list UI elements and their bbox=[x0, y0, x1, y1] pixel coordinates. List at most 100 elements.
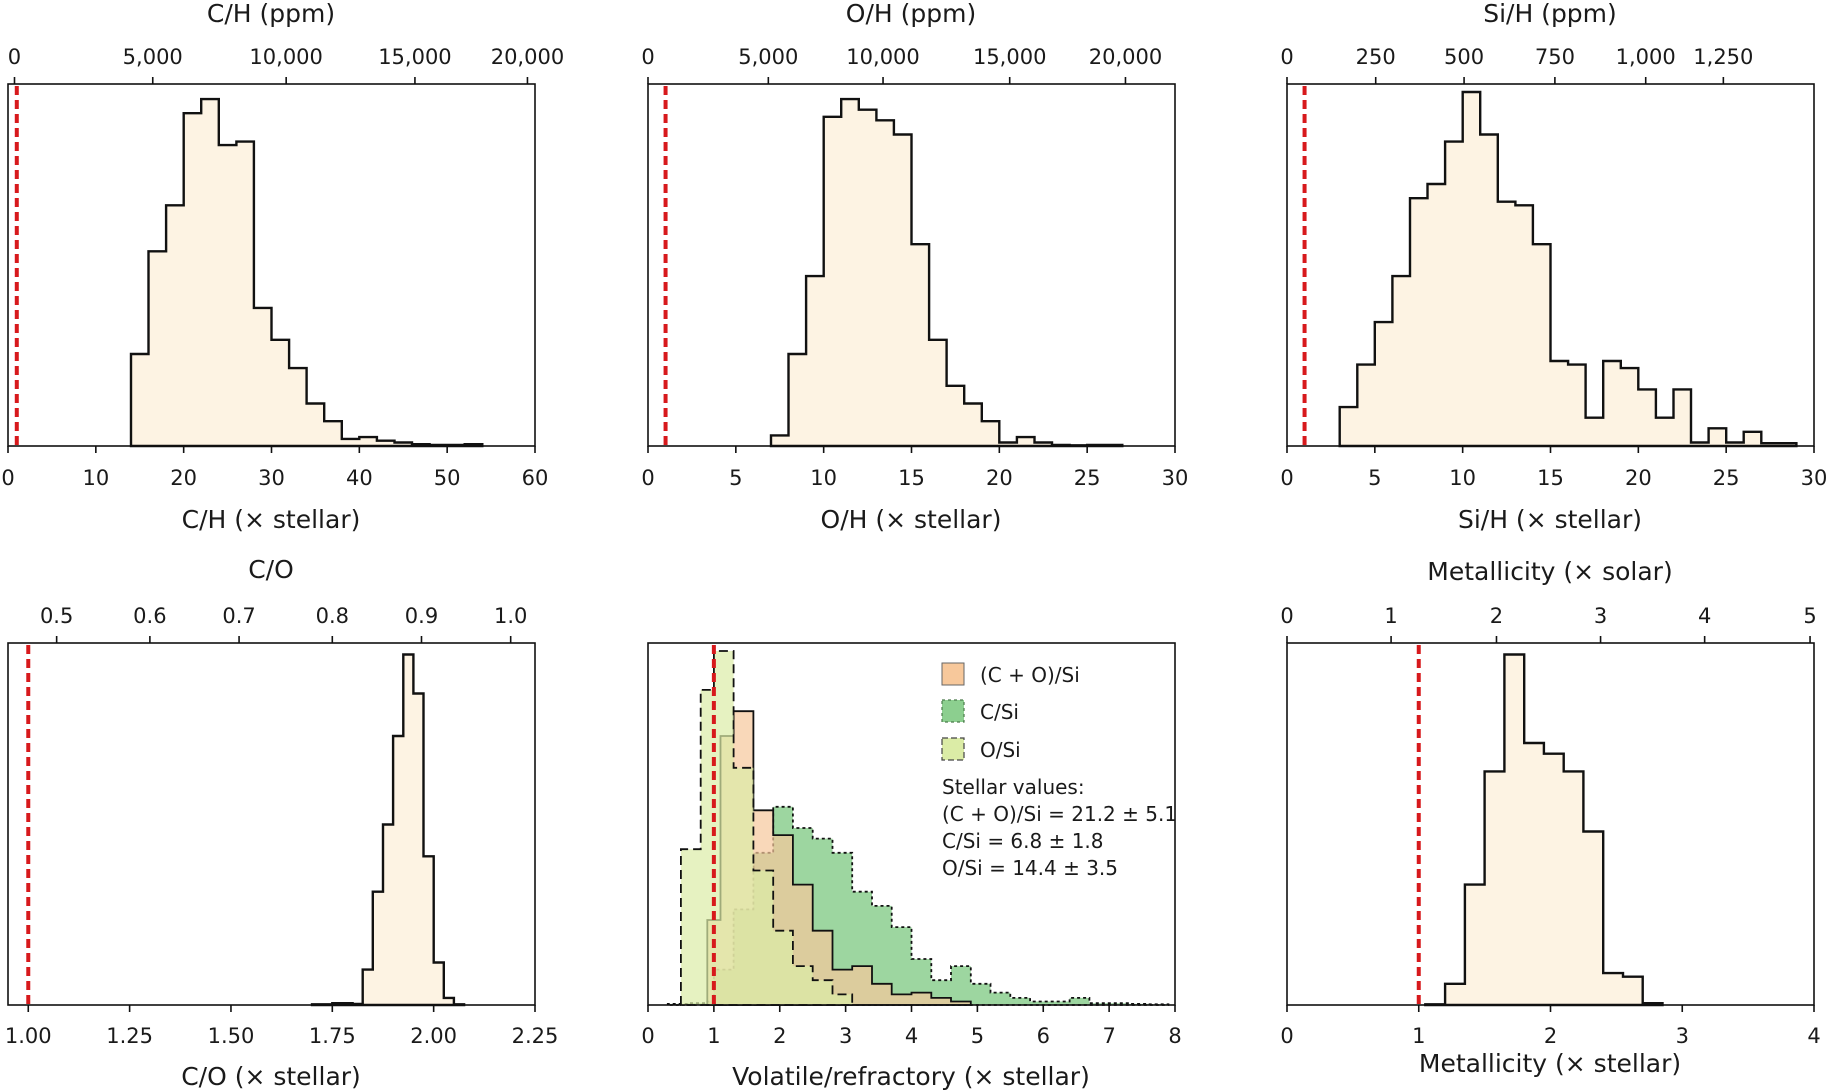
x-axis-title: C/O (× stellar) bbox=[181, 1062, 361, 1091]
top-axis-title: C/H (ppm) bbox=[207, 0, 335, 28]
top-tick-label: 0 bbox=[8, 45, 21, 69]
x-tick-label: 6 bbox=[1037, 1024, 1050, 1048]
top-tick-label: 750 bbox=[1535, 45, 1575, 69]
top-tick-label: 5 bbox=[1803, 604, 1816, 628]
legend-swatch-co-si bbox=[941, 662, 965, 686]
top-tick-label: 20,000 bbox=[1089, 45, 1162, 69]
top-tick-label: 1 bbox=[1384, 604, 1397, 628]
x-tick-label: 2.00 bbox=[410, 1024, 457, 1048]
top-axis-title: Metallicity (× solar) bbox=[1427, 557, 1672, 586]
top-tick-label: 15,000 bbox=[378, 45, 451, 69]
legend-label-c-si: C/Si bbox=[980, 700, 1019, 724]
legend: (C + O)/Si C/Si O/Si Stellar values: (C … bbox=[941, 662, 1177, 880]
plot-area: 0 10 20 30 40 50 60 0 5,000 10,000 15,000 20,000 bbox=[1, 45, 564, 490]
x-tick-label: 15 bbox=[898, 466, 925, 490]
legend-label-o-si: O/Si bbox=[980, 738, 1021, 762]
x-tick-label: 1 bbox=[707, 1024, 720, 1048]
plot-area: 0 5 10 15 20 25 30 0 250 500 750 1,000 1,250 bbox=[1280, 45, 1827, 490]
x-tick-label: 0 bbox=[1280, 1024, 1293, 1048]
top-tick-label: 5,000 bbox=[123, 45, 183, 69]
x-tick-label: 25 bbox=[1074, 466, 1101, 490]
x-tick-label: 8 bbox=[1168, 1024, 1181, 1048]
plot-area: 0 5 10 15 20 25 30 0 5,000 10,000 15,000 20,000 bbox=[641, 45, 1188, 490]
top-axis-title: C/O bbox=[248, 555, 294, 584]
top-tick-label: 0.7 bbox=[222, 604, 255, 628]
x-tick-label: 1.25 bbox=[106, 1024, 153, 1048]
x-tick-label: 50 bbox=[434, 466, 461, 490]
x-axis-title: Volatile/refractory (× stellar) bbox=[732, 1062, 1090, 1091]
x-tick-label: 5 bbox=[729, 466, 742, 490]
panel-volatile-refractory: 0 1 2 3 4 5 6 7 8 Volatile/refractory (× stellar… bbox=[641, 642, 1182, 1091]
top-axis-title: O/H (ppm) bbox=[846, 0, 976, 28]
x-tick-label: 60 bbox=[522, 466, 549, 490]
top-tick-label: 500 bbox=[1444, 45, 1484, 69]
plot-frame bbox=[7, 642, 536, 1006]
top-tick-label: 4 bbox=[1698, 604, 1711, 628]
top-tick-label: 0 bbox=[641, 45, 654, 69]
top-tick-label: 1.0 bbox=[494, 604, 527, 628]
x-tick-label: 30 bbox=[1162, 466, 1189, 490]
x-tick-label: 20 bbox=[1625, 466, 1652, 490]
x-tick-label: 10 bbox=[82, 466, 109, 490]
histogram-bars bbox=[1424, 653, 1664, 1007]
x-tick-label: 15 bbox=[1537, 466, 1564, 490]
x-tick-label: 7 bbox=[1102, 1024, 1115, 1048]
x-tick-label: 0 bbox=[1, 466, 14, 490]
top-tick-label: 0 bbox=[1280, 45, 1293, 69]
top-tick-label: 3 bbox=[1594, 604, 1607, 628]
x-tick-label: 2 bbox=[1544, 1024, 1557, 1048]
x-tick-label: 1.50 bbox=[208, 1024, 255, 1048]
histogram-bars bbox=[1338, 90, 1798, 448]
panel-metallicity: 0 1 2 3 4 0 1 2 3 4 5 Metallicity (× solar) Metall… bbox=[1280, 557, 1820, 1078]
x-axis-title: C/H (× stellar) bbox=[182, 505, 361, 534]
x-tick-label: 0 bbox=[1280, 466, 1293, 490]
x-tick-label: 25 bbox=[1713, 466, 1740, 490]
histogram-o-si bbox=[680, 650, 854, 1006]
top-axis-title: Si/H (ppm) bbox=[1483, 0, 1617, 28]
top-tick-label: 1,000 bbox=[1616, 45, 1676, 69]
x-tick-label: 40 bbox=[346, 466, 373, 490]
histogram-bars bbox=[310, 653, 466, 1007]
x-tick-label: 5 bbox=[971, 1024, 984, 1048]
x-tick-label: 0 bbox=[641, 466, 654, 490]
x-tick-label: 20 bbox=[986, 466, 1013, 490]
top-tick-label: 250 bbox=[1356, 45, 1396, 69]
top-tick-label: 10,000 bbox=[249, 45, 322, 69]
x-axis-title: Metallicity (× stellar) bbox=[1419, 1049, 1681, 1078]
legend-swatch-o-si bbox=[941, 737, 965, 761]
top-tick-label: 10,000 bbox=[846, 45, 919, 69]
plot-area: 0 1 2 3 4 0 1 2 3 4 5 bbox=[1280, 604, 1820, 1048]
top-tick-label: 0.9 bbox=[405, 604, 438, 628]
x-tick-label: 5 bbox=[1368, 466, 1381, 490]
x-tick-label: 10 bbox=[1449, 466, 1476, 490]
plot-area: 1.00 1.25 1.50 1.75 2.00 2.25 0.5 0.6 0.7 0.8 0.9 1… bbox=[5, 604, 558, 1048]
top-tick-label: 0.8 bbox=[316, 604, 349, 628]
x-tick-label: 10 bbox=[810, 466, 837, 490]
x-tick-label: 20 bbox=[170, 466, 197, 490]
x-tick-label: 4 bbox=[1807, 1024, 1820, 1048]
plot-area: 0 1 2 3 4 5 6 7 8 bbox=[641, 642, 1182, 1048]
x-axis-title: Si/H (× stellar) bbox=[1458, 505, 1642, 534]
top-tick-label: 0.6 bbox=[133, 604, 166, 628]
x-tick-label: 0 bbox=[641, 1024, 654, 1048]
legend-label-co-si: (C + O)/Si bbox=[980, 663, 1080, 687]
histogram-bars bbox=[769, 97, 1124, 448]
x-tick-label: 1 bbox=[1412, 1024, 1425, 1048]
top-tick-label: 2 bbox=[1490, 604, 1503, 628]
histogram-bars bbox=[129, 97, 484, 448]
x-tick-label: 2 bbox=[773, 1024, 786, 1048]
stellar-value-c-si: C/Si = 6.8 ± 1.8 bbox=[942, 829, 1104, 853]
x-tick-label: 2.25 bbox=[512, 1024, 559, 1048]
stellar-value-o-si: O/Si = 14.4 ± 3.5 bbox=[942, 856, 1118, 880]
panel-sih: 0 5 10 15 20 25 30 0 250 500 750 1,000 1,250 Si/H (p… bbox=[1280, 0, 1827, 534]
x-tick-label: 1.00 bbox=[5, 1024, 52, 1048]
x-tick-label: 3 bbox=[1676, 1024, 1689, 1048]
top-tick-label: 15,000 bbox=[973, 45, 1046, 69]
top-tick-label: 1,250 bbox=[1693, 45, 1753, 69]
top-tick-label: 0 bbox=[1280, 604, 1293, 628]
x-axis-title: O/H (× stellar) bbox=[821, 505, 1002, 534]
top-tick-label: 5,000 bbox=[738, 45, 798, 69]
panel-ch: 0 10 20 30 40 50 60 0 5,000 10,000 15,000 20,000 C/… bbox=[1, 0, 564, 534]
x-tick-label: 4 bbox=[905, 1024, 918, 1048]
x-tick-label: 1.75 bbox=[309, 1024, 356, 1048]
